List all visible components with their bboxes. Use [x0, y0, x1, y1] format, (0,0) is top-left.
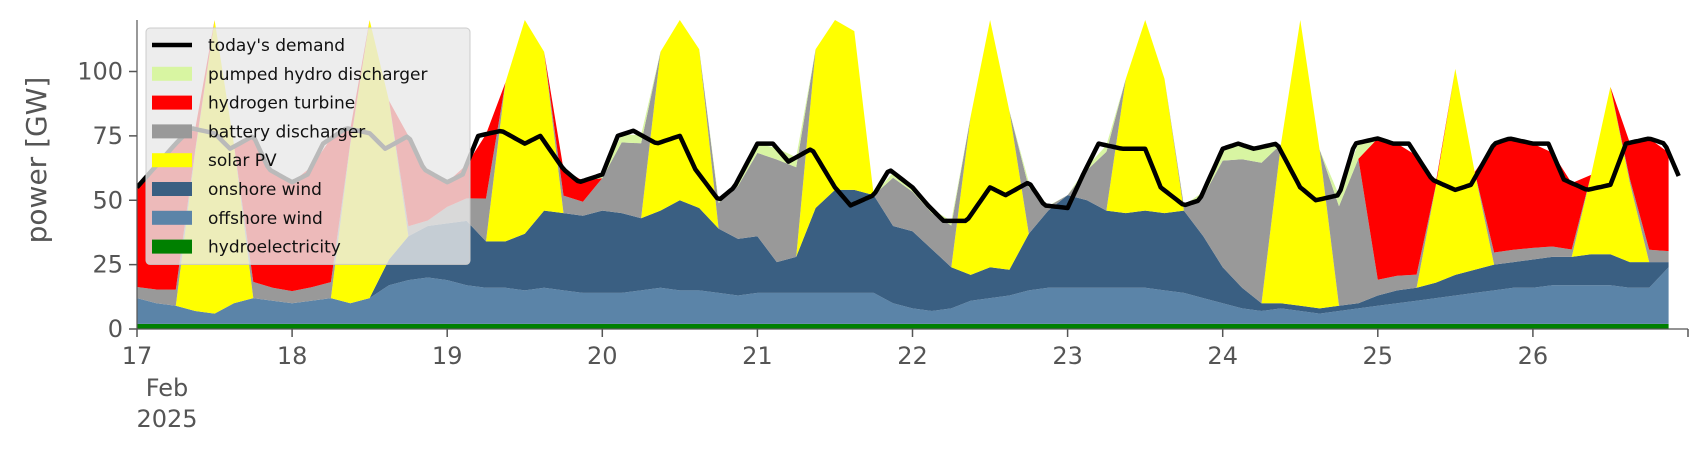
- legend-label-hydroelectricity: hydroelectricity: [208, 238, 341, 258]
- legend-swatch-hydrogen-turbine: [152, 95, 192, 110]
- area-offshore-wind: [137, 267, 1669, 324]
- x-tick-label: 23: [1052, 342, 1083, 370]
- legend-label-pumped-hydro-discharger: pumped hydro discharger: [208, 65, 427, 85]
- x-axis: 17 Feb 2025 18 19 20 21 22 23 24 25 26: [122, 328, 1689, 433]
- legend-label-hydrogen-turbine: hydrogen turbine: [208, 94, 355, 114]
- area-pumped-hydro-discharger: [137, 20, 1669, 226]
- legend-box: [145, 27, 471, 265]
- legend-swatch-hydroelectricity: [152, 239, 192, 254]
- y-tick-label: 25: [92, 251, 123, 279]
- x-tick-label: 19: [432, 342, 463, 370]
- x-tick-label: 24: [1207, 342, 1238, 370]
- x-tick-label: 20: [587, 342, 618, 370]
- y-tick-label: 75: [92, 122, 123, 150]
- area-solar-pv: [137, 20, 1669, 314]
- legend-swatch-onshore-wind: [152, 182, 192, 196]
- y-tick-label: 50: [92, 186, 123, 214]
- legend-label-solar-pv: solar PV: [208, 151, 277, 171]
- y-axis-label: power [GW]: [20, 77, 53, 244]
- x-tick-label: 26: [1518, 342, 1549, 370]
- x-tick-label: 18: [277, 342, 308, 370]
- x-tick-label: 21: [742, 342, 773, 370]
- legend-label-offshore-wind: offshore wind: [208, 209, 323, 229]
- x-tick-label: 22: [897, 342, 928, 370]
- legend-label-onshore-wind: onshore wind: [208, 180, 322, 200]
- x-tick-sublabel: Feb: [146, 374, 189, 402]
- y-axis: 0 25 50 75 100: [77, 20, 138, 343]
- y-tick-label: 0: [108, 315, 123, 343]
- legend: today's demand pumped hydro discharger hyd…: [145, 27, 471, 265]
- legend-swatch-solar-pv: [152, 153, 192, 168]
- legend-label-today-s-demand: today's demand: [208, 36, 345, 56]
- area-hydroelectricity: [137, 323, 1669, 329]
- x-tick-label: 17: [122, 342, 153, 370]
- x-tick-sublabel: 2025: [136, 405, 197, 433]
- legend-swatch-pumped-hydro-discharger: [152, 66, 192, 81]
- legend-swatch-offshore-wind: [152, 210, 192, 225]
- legend-label-battery-discharger: battery discharger: [208, 122, 365, 142]
- area-onshore-wind: [137, 189, 1669, 314]
- y-tick-label: 100: [77, 58, 123, 86]
- legend-swatch-battery-discharger: [152, 124, 192, 139]
- x-tick-label: 25: [1363, 342, 1394, 370]
